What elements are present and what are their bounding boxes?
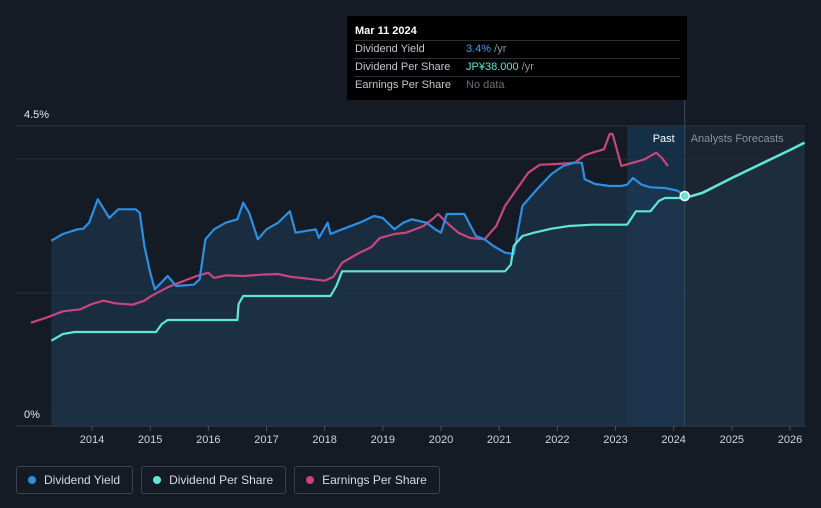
x-tick-label-2016: 2016	[196, 434, 220, 446]
x-tick-label-2025: 2025	[720, 434, 744, 446]
legend-dot-icon	[153, 476, 162, 484]
legend-label: Dividend Yield	[44, 473, 121, 487]
legend-dividend-yield[interactable]: Dividend Yield	[16, 466, 134, 494]
tooltip-name: Dividend Yield	[355, 43, 425, 55]
dividend-per-share-line	[50, 196, 685, 342]
x-tick-label-2020: 2020	[429, 434, 453, 446]
y-label-top: 4.5%	[24, 109, 49, 121]
tooltip-date: Mar 11 2024	[355, 25, 417, 37]
hover-marker	[679, 190, 690, 202]
past-label: Past	[653, 133, 675, 145]
x-tick-label-2021: 2021	[487, 434, 511, 446]
tooltip-value: No data	[466, 79, 505, 91]
tooltip-value: JP¥38.000 /yr	[466, 61, 534, 73]
tooltip-name: Earnings Per Share	[355, 79, 451, 91]
tooltip-row-dividend-per-share: Dividend Per Share JP¥38.000 /yr	[354, 58, 680, 76]
marker-layer	[679, 190, 690, 202]
area-layer	[51, 142, 805, 426]
x-tick-label-2024: 2024	[661, 434, 685, 446]
legend-label: Earnings Per Share	[322, 473, 427, 487]
x-tick-label-2018: 2018	[312, 434, 336, 446]
legend-dot-icon	[28, 476, 36, 484]
dividend-yield-line	[50, 161, 686, 291]
legend-label: Dividend Per Share	[169, 473, 274, 487]
dividend-per-share-forecast-line	[684, 141, 806, 200]
x-axis: 2014 2015 2016 2017 2018 2019 2020 2021 2022 2023…	[80, 426, 802, 446]
tooltip-name: Dividend Per Share	[355, 61, 451, 73]
earnings-per-share-line	[30, 132, 669, 324]
tooltip-row-dividend-yield: Dividend Yield 3.4% /yr	[354, 40, 680, 58]
x-tick-label-2022: 2022	[545, 434, 569, 446]
x-tick-label-2019: 2019	[371, 434, 395, 446]
y-label-bottom: 0%	[24, 409, 40, 421]
x-tick-label-2014: 2014	[80, 434, 104, 446]
x-tick-label-2026: 2026	[778, 434, 802, 446]
legend-dividend-per-share[interactable]: Dividend Per Share	[141, 466, 287, 494]
legend: Dividend Yield Dividend Per Share Earnin…	[16, 466, 440, 494]
x-tick-label-2015: 2015	[138, 434, 162, 446]
x-tick-label-2023: 2023	[603, 434, 627, 446]
dividend-per-share-area	[51, 142, 805, 426]
legend-earnings-per-share[interactable]: Earnings Per Share	[294, 466, 440, 494]
x-tick-label-2017: 2017	[254, 434, 278, 446]
tooltip-value: 3.4% /yr	[466, 43, 507, 55]
forecast-label: Analysts Forecasts	[691, 133, 784, 145]
legend-dot-icon	[306, 476, 315, 484]
tooltip: Mar 11 2024 Dividend Yield 3.4% /yr Divi…	[347, 16, 687, 100]
line-layer	[30, 132, 806, 342]
tooltip-row-earnings-per-share: Earnings Per Share No data	[354, 76, 680, 94]
